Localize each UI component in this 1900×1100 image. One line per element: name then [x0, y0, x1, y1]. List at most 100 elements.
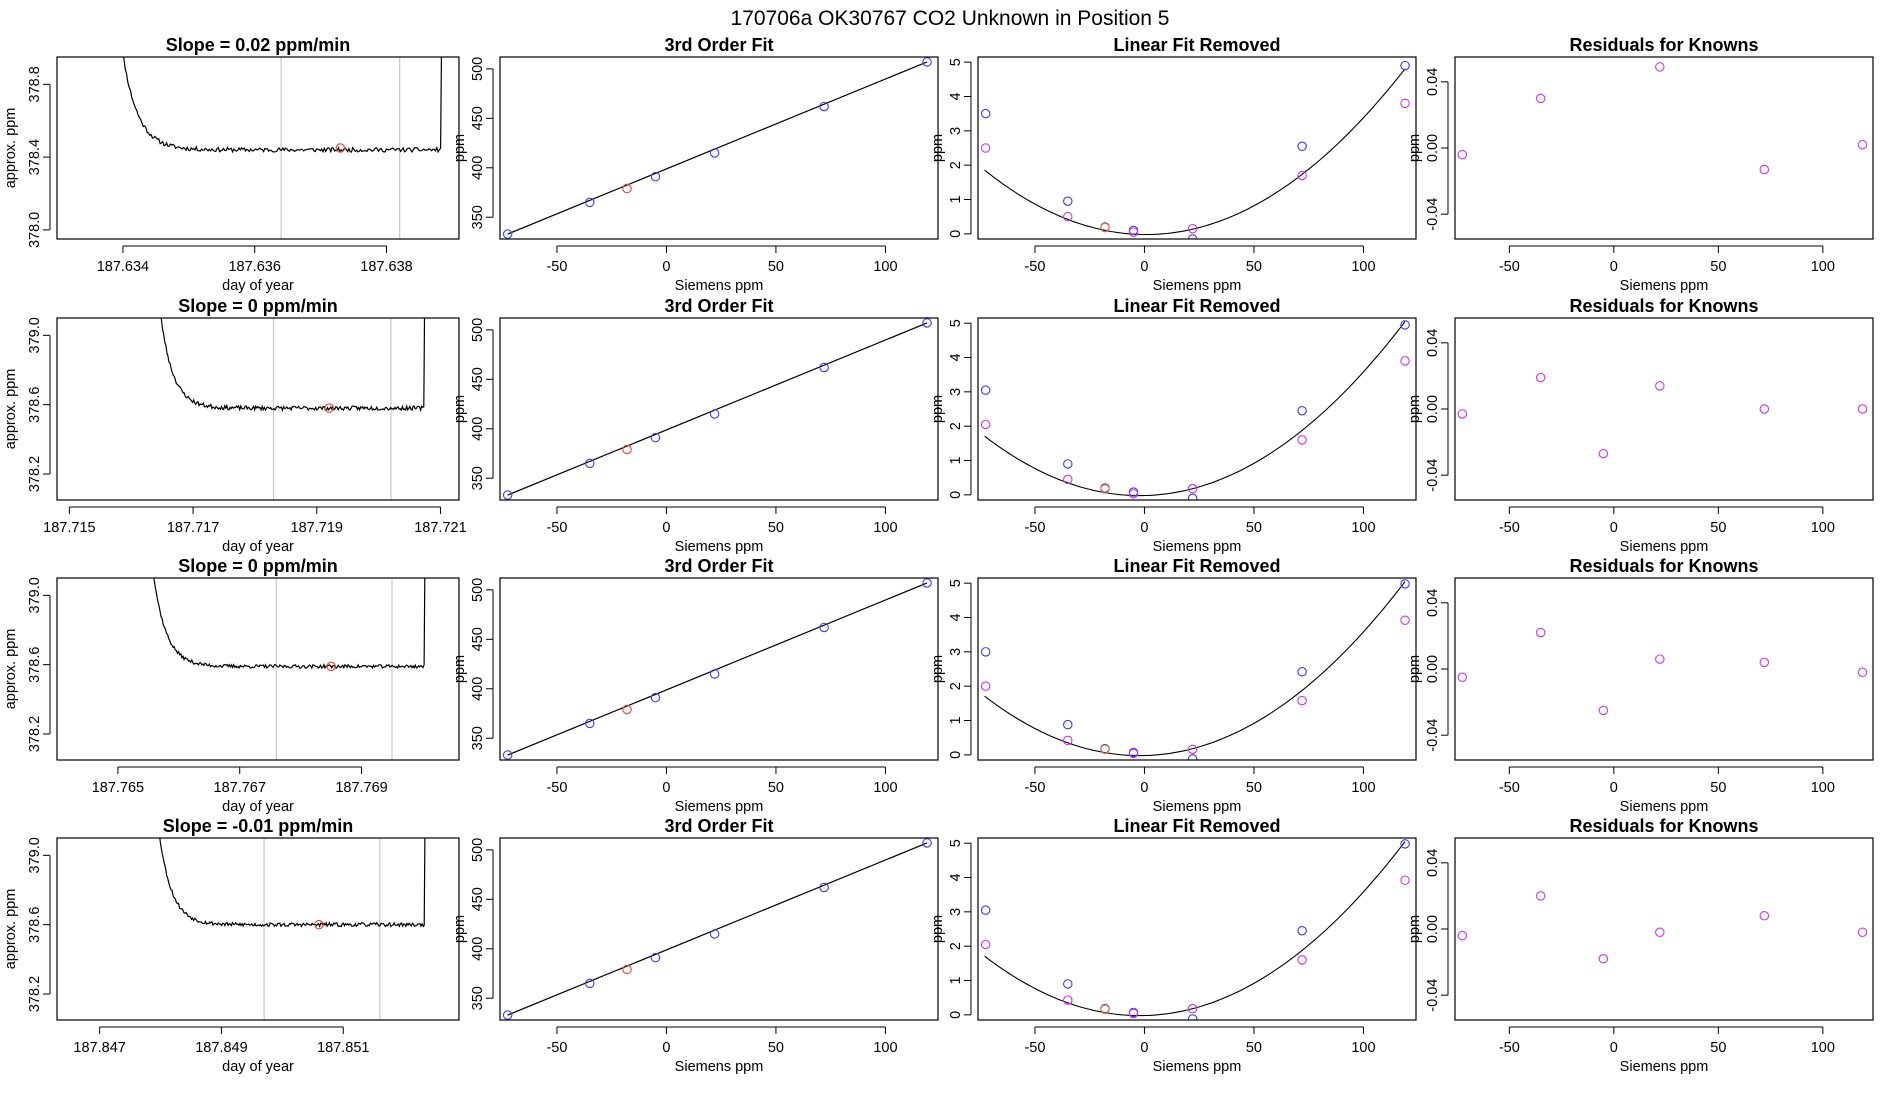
x-tick-label: 187.847	[73, 1040, 125, 1056]
known-point	[1297, 141, 1307, 152]
y-tick-label: 2	[948, 161, 964, 169]
plot-area	[153, 578, 426, 760]
x-tick-label: 0	[1610, 780, 1618, 796]
known-point	[585, 978, 595, 989]
y-axis-label: ppm	[1407, 134, 1423, 162]
magenta-point	[1128, 1008, 1139, 1019]
known-point	[1063, 719, 1073, 730]
y-tick-label: 2	[948, 682, 964, 690]
known-point	[922, 578, 932, 588]
panel-r0c2: Linear Fit Removed -50 0 50 100 0 1 2 3 4 5 Siemens…	[930, 35, 1417, 294]
y-tick-label: 2	[948, 422, 964, 430]
residual-point	[1535, 372, 1546, 383]
y-tick-label: 500	[470, 318, 486, 342]
y-tick-label: 379.0	[27, 317, 43, 353]
y-tick-label: 0.04	[1425, 589, 1441, 617]
y-tick-label: 350	[470, 726, 486, 750]
x-tick-label: 0	[662, 1040, 670, 1056]
y-tick-label: 450	[470, 106, 486, 130]
y-axis-label: ppm	[930, 915, 946, 943]
x-tick-label: 100	[1351, 780, 1375, 796]
known-point	[819, 101, 829, 112]
y-tick-label: 450	[470, 627, 486, 651]
magenta-point	[1128, 748, 1139, 759]
known-point	[650, 692, 661, 703]
x-tick-label: -50	[546, 520, 567, 536]
x-tick-label: 100	[873, 520, 897, 536]
x-tick-label: 50	[1710, 780, 1726, 796]
x-tick-label: 50	[1246, 259, 1262, 275]
x-tick-label: 0	[1140, 259, 1148, 275]
x-tick-label: 187.765	[92, 780, 144, 796]
known-point	[585, 197, 595, 208]
y-axis-label: ppm	[1407, 915, 1423, 943]
x-tick-label: 0	[1610, 1040, 1618, 1056]
fit-line	[507, 842, 928, 1016]
y-tick-label: 0.00	[1425, 395, 1441, 423]
x-tick-label: 187.717	[167, 520, 219, 536]
x-tick-label: -50	[1024, 259, 1045, 275]
magenta-point	[1063, 211, 1073, 222]
known-point	[1297, 666, 1307, 677]
magenta-point	[980, 681, 991, 691]
x-tick-label: 0	[662, 259, 670, 275]
figure-title: 170706a OK30767 CO2 Unknown in Position …	[731, 7, 1170, 30]
x-tick-label: 100	[873, 1040, 897, 1056]
panel-title: Linear Fit Removed	[1113, 296, 1280, 316]
magenta-point	[1297, 170, 1307, 181]
x-axis-label: day of year	[222, 278, 294, 294]
residual-point	[1655, 927, 1665, 938]
magenta-point	[1187, 744, 1198, 755]
y-tick-label: 378.4	[27, 139, 43, 175]
x-axis-label: Siemens ppm	[1620, 799, 1709, 815]
y-axis-label: ppm	[930, 395, 946, 423]
magenta-point	[1297, 435, 1307, 445]
y-tick-label: 5	[948, 319, 964, 327]
panel-title: Linear Fit Removed	[1113, 556, 1280, 576]
magenta-point	[1063, 995, 1073, 1005]
x-tick-label: 100	[873, 780, 897, 796]
residual-point	[1655, 654, 1665, 664]
magenta-point	[1297, 955, 1307, 965]
unknown-point	[622, 183, 632, 194]
magenta-point	[1063, 735, 1073, 746]
known-point	[1297, 925, 1307, 936]
panel-frame	[1454, 317, 1874, 501]
x-tick-label: -50	[1499, 1040, 1520, 1056]
y-tick-label: 378.6	[27, 387, 43, 423]
x-tick-label: 50	[1246, 780, 1262, 796]
unknown-point	[1100, 484, 1110, 494]
known-point	[650, 432, 661, 443]
known-point	[502, 1010, 513, 1020]
known-point	[709, 409, 720, 419]
x-tick-label: -50	[1024, 520, 1045, 536]
residual-point	[1759, 657, 1770, 668]
known-point	[502, 750, 513, 760]
plot-area	[1457, 891, 1868, 964]
panel-r1c2: Linear Fit Removed -50 0 50 100 0 1 2 3 4 5 Siemens…	[930, 296, 1417, 555]
y-tick-label: 500	[470, 578, 486, 602]
y-tick-label: 0.04	[1425, 329, 1441, 357]
panel-frame	[977, 577, 1417, 761]
panel-frame	[977, 56, 1417, 240]
y-tick-label: -0.04	[1425, 198, 1441, 231]
panel-title: 3rd Order Fit	[664, 556, 773, 576]
x-axis-label: Siemens ppm	[1620, 539, 1709, 555]
y-axis-label: approx. ppm	[3, 108, 19, 189]
x-tick-label: 50	[768, 1040, 784, 1056]
x-tick-label: 187.721	[414, 520, 466, 536]
x-axis-label: Siemens ppm	[1153, 1059, 1242, 1075]
y-tick-label: 378.2	[27, 716, 43, 752]
panel-frame	[977, 317, 1417, 501]
y-axis-label: ppm	[930, 655, 946, 683]
panel-frame	[1454, 837, 1874, 1021]
unknown-marker	[335, 143, 346, 153]
unknown-point	[622, 704, 632, 715]
panel-r0c3: Residuals for Knowns -50 0 50 100 -0.04 0.00 0.…	[1407, 35, 1874, 294]
panel-r3c3: Residuals for Knowns -50 0 50 100 -0.04 0.00 0.…	[1407, 816, 1874, 1075]
y-tick-label: 1	[948, 195, 964, 203]
y-tick-label: 3	[948, 908, 964, 916]
known-point	[709, 929, 720, 939]
y-tick-label: 0.04	[1425, 849, 1441, 877]
panel-r1c0: Slope = 0 ppm/min 187.715 187.717 187.719 18…	[3, 296, 467, 555]
